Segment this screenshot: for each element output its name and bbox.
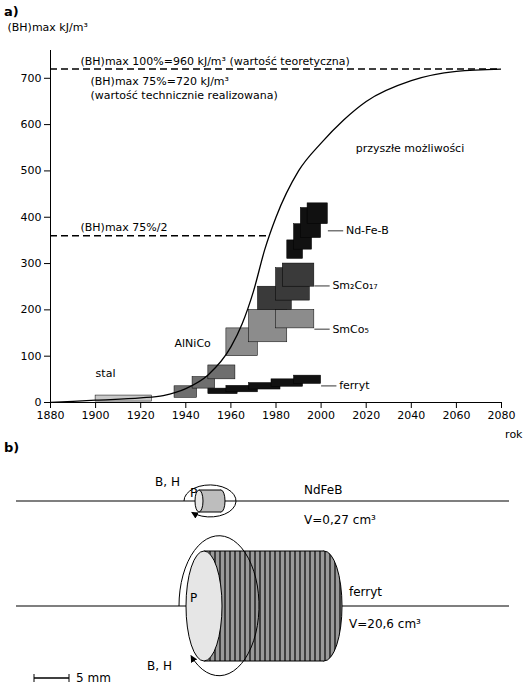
svg-text:P: P	[190, 591, 197, 605]
svg-text:NdFeB: NdFeB	[304, 483, 342, 497]
svg-text:5 mm: 5 mm	[76, 671, 111, 685]
svg-text:AlNiCo: AlNiCo	[175, 337, 212, 350]
svg-text:2080: 2080	[488, 409, 516, 422]
svg-text:1920: 1920	[127, 409, 155, 422]
svg-text:rok: rok	[505, 428, 523, 441]
svg-text:V=0,27 cm³: V=0,27 cm³	[304, 513, 376, 527]
svg-text:0: 0	[35, 396, 42, 409]
svg-text:Nd-Fe-B: Nd-Fe-B	[346, 224, 389, 237]
html-text:b): b)	[4, 440, 20, 455]
svg-text:P: P	[190, 486, 197, 500]
svg-text:200: 200	[21, 303, 42, 316]
svg-text:1960: 1960	[217, 409, 245, 422]
svg-text:1880: 1880	[37, 409, 65, 422]
svg-text:ferryt: ferryt	[349, 585, 382, 599]
svg-text:600: 600	[21, 118, 42, 131]
svg-text:stal: stal	[96, 367, 116, 380]
svg-text:2000: 2000	[307, 409, 335, 422]
svg-text:SmCo₅: SmCo₅	[332, 323, 369, 336]
svg-text:700: 700	[21, 72, 42, 85]
svg-text:Sm₂Co₁₇: Sm₂Co₁₇	[332, 279, 377, 292]
svg-text:1980: 1980	[262, 409, 290, 422]
svg-text:V=20,6 cm³: V=20,6 cm³	[349, 617, 421, 631]
svg-text:(BH)max 75%/2: (BH)max 75%/2	[81, 221, 168, 234]
svg-text:ferryt: ferryt	[339, 379, 370, 392]
svg-text:300: 300	[21, 257, 42, 270]
svg-text:2020: 2020	[352, 409, 380, 422]
svg-text:(wartość technicznie realizowa: (wartość technicznie realizowana)	[91, 89, 278, 102]
svg-text:1940: 1940	[172, 409, 200, 422]
svg-text:2040: 2040	[397, 409, 425, 422]
html-text:a): a)	[4, 4, 19, 19]
svg-text:B, H: B, H	[155, 475, 180, 489]
svg-text:(BH)max kJ/m³: (BH)max kJ/m³	[8, 21, 88, 34]
svg-text:400: 400	[21, 211, 42, 224]
svg-text:(BH)max 75%=720 kJ/m³: (BH)max 75%=720 kJ/m³	[91, 75, 229, 88]
svg-text:2060: 2060	[442, 409, 470, 422]
svg-text:przyszłe możliwości: przyszłe możliwości	[356, 141, 465, 154]
svg-text:100: 100	[21, 350, 42, 363]
svg-text:B, H: B, H	[147, 659, 172, 673]
svg-text:(BH)max 100%=960 kJ/m³ (wartoś: (BH)max 100%=960 kJ/m³ (wartość teoretyc…	[81, 55, 350, 68]
svg-text:500: 500	[21, 164, 42, 177]
svg-text:1900: 1900	[82, 409, 110, 422]
